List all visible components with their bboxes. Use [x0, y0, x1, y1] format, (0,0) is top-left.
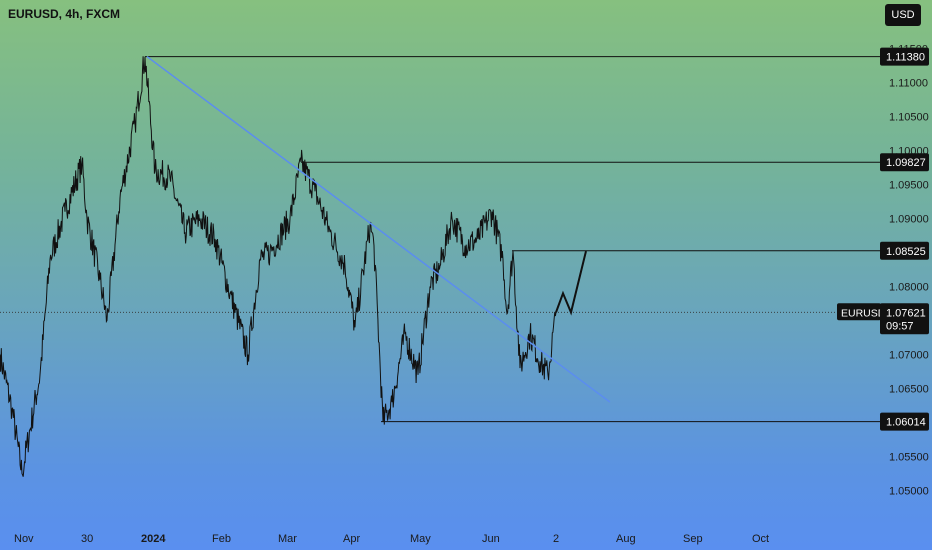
price-label: 1.11380	[886, 52, 925, 64]
x-tick-label: Sep	[683, 533, 703, 545]
price-label-bg	[880, 153, 929, 172]
x-tick-label: Mar	[278, 533, 297, 545]
y-tick-label: 1.09500	[889, 179, 929, 191]
y-tick-label: 1.09000	[889, 213, 929, 225]
price-label: 1.08525	[886, 246, 926, 258]
y-tick-label: 1.08000	[889, 282, 929, 294]
price-label-bg	[880, 47, 929, 66]
x-tick-label: Aug	[616, 533, 636, 545]
trendline[interactable]	[146, 55, 611, 403]
x-tick-label: Nov	[14, 533, 34, 545]
y-tick-label: 1.11000	[889, 77, 928, 89]
x-tick-label: 2	[553, 533, 559, 545]
currency-button[interactable]: USD	[885, 4, 921, 26]
symbol-label-bg	[837, 303, 881, 321]
x-tick-label: Apr	[343, 533, 360, 545]
projection-path[interactable]	[555, 250, 587, 316]
bar-countdown: 09:57	[886, 320, 914, 332]
price-series-line	[0, 56, 557, 477]
current-price-value: 1.07621	[886, 307, 926, 319]
symbol-title: EURUSD, 4h, FXCM	[8, 7, 121, 21]
current-price-bg	[880, 303, 929, 335]
x-tick-label: May	[410, 533, 431, 545]
x-tick-label: Jun	[482, 533, 500, 545]
y-tick-label: 1.10500	[889, 111, 929, 123]
y-tick-label: 1.05000	[889, 486, 929, 498]
y-tick-label: 1.06500	[889, 384, 929, 396]
price-label: 1.06014	[886, 417, 926, 429]
y-tick-label: 1.07000	[889, 350, 929, 362]
price-label-bg	[880, 412, 929, 431]
price-label: 1.09827	[886, 157, 926, 169]
y-tick-label: 1.05500	[889, 452, 929, 464]
x-tick-label: 30	[81, 533, 93, 545]
symbol-price-label: EURUSD	[841, 307, 886, 319]
x-tick-label: 2024	[141, 533, 166, 545]
x-tick-label: Feb	[212, 533, 231, 545]
price-label-bg	[880, 241, 929, 260]
x-tick-label: Oct	[752, 533, 769, 545]
